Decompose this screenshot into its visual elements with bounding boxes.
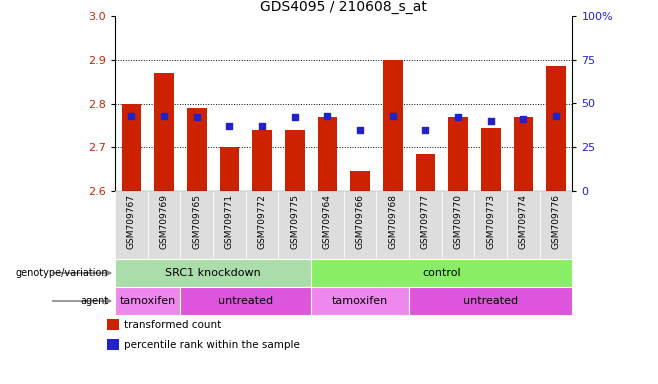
Text: untreated: untreated	[218, 296, 273, 306]
Bar	[311, 287, 409, 315]
Bar	[311, 191, 343, 259]
Text: untreated: untreated	[463, 296, 519, 306]
Bar	[442, 191, 474, 259]
Bar	[507, 191, 540, 259]
Bar	[311, 259, 572, 287]
Bar	[246, 191, 278, 259]
Bar	[107, 319, 119, 330]
Bar	[448, 117, 468, 191]
Bar	[409, 287, 572, 315]
Bar	[285, 130, 305, 191]
Bar	[383, 60, 403, 191]
Bar	[376, 191, 409, 259]
Text: agent: agent	[80, 296, 109, 306]
Point	[486, 118, 496, 124]
Text: transformed count: transformed count	[124, 320, 221, 330]
Bar	[213, 191, 246, 259]
Text: percentile rank within the sample: percentile rank within the sample	[124, 340, 300, 350]
Point	[453, 114, 463, 121]
Point	[420, 127, 431, 133]
Text: SRC1 knockdown: SRC1 knockdown	[165, 268, 261, 278]
Point	[257, 123, 267, 129]
Point	[191, 114, 202, 121]
Text: GSM709776: GSM709776	[551, 194, 561, 249]
Bar	[115, 191, 148, 259]
Bar	[187, 108, 207, 191]
Text: GSM709773: GSM709773	[486, 194, 495, 249]
Point	[159, 113, 169, 119]
Text: GSM709772: GSM709772	[258, 194, 266, 249]
Point	[355, 127, 365, 133]
Text: GSM709767: GSM709767	[127, 194, 136, 249]
Bar	[115, 259, 311, 287]
Text: GSM709766: GSM709766	[355, 194, 365, 249]
Bar	[180, 191, 213, 259]
Text: GSM709764: GSM709764	[323, 194, 332, 249]
Text: GSM709770: GSM709770	[453, 194, 463, 249]
Bar	[474, 191, 507, 259]
Text: GSM709768: GSM709768	[388, 194, 397, 249]
Point	[126, 113, 137, 119]
Text: GSM709774: GSM709774	[519, 194, 528, 249]
Bar	[148, 191, 180, 259]
Bar	[253, 130, 272, 191]
Text: GSM709777: GSM709777	[421, 194, 430, 249]
Bar	[122, 104, 141, 191]
Bar	[409, 191, 442, 259]
Text: GSM709765: GSM709765	[192, 194, 201, 249]
Text: genotype/variation: genotype/variation	[16, 268, 109, 278]
Bar	[416, 154, 436, 191]
Point	[551, 113, 561, 119]
Text: control: control	[422, 268, 461, 278]
Bar	[318, 117, 338, 191]
Bar	[180, 287, 311, 315]
Bar	[546, 66, 566, 191]
Bar	[107, 339, 119, 350]
Text: GSM709769: GSM709769	[160, 194, 168, 249]
Bar	[540, 191, 572, 259]
Text: tamoxifen: tamoxifen	[120, 296, 176, 306]
Point	[519, 116, 529, 122]
Text: tamoxifen: tamoxifen	[332, 296, 388, 306]
Point	[224, 123, 235, 129]
Title: GDS4095 / 210608_s_at: GDS4095 / 210608_s_at	[261, 0, 427, 13]
Point	[290, 114, 300, 121]
Text: GSM709775: GSM709775	[290, 194, 299, 249]
Bar	[514, 117, 533, 191]
Bar	[481, 127, 501, 191]
Bar	[278, 191, 311, 259]
Bar	[115, 287, 180, 315]
Bar	[155, 73, 174, 191]
Bar	[220, 147, 240, 191]
Bar	[343, 191, 376, 259]
Point	[322, 113, 333, 119]
Bar	[350, 171, 370, 191]
Text: GSM709771: GSM709771	[225, 194, 234, 249]
Point	[388, 113, 398, 119]
